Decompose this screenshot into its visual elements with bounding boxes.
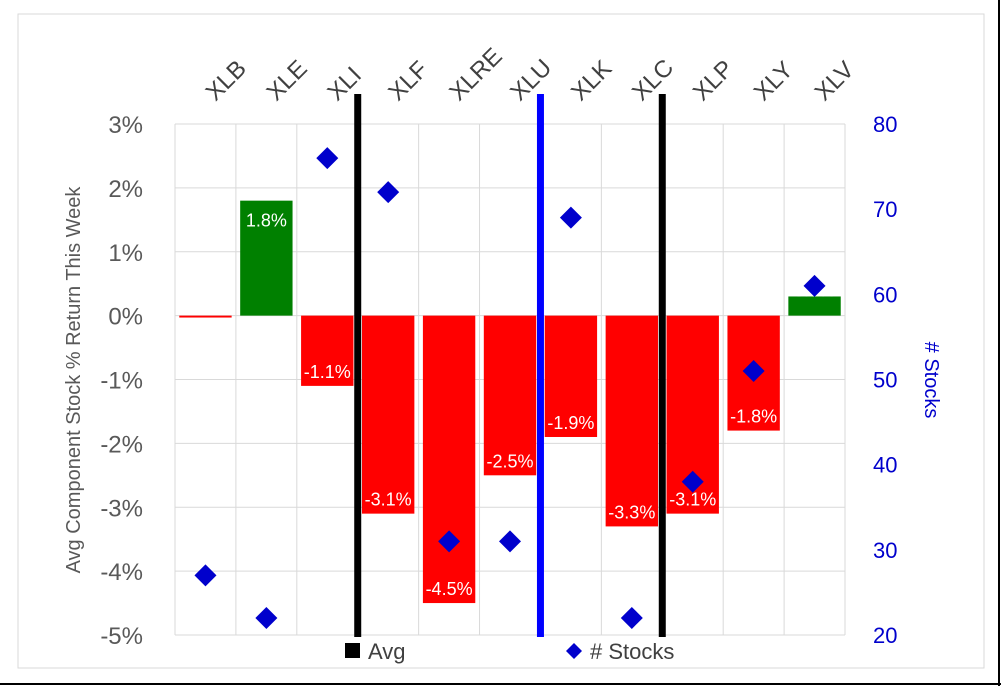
stock-count-diamond-xlf bbox=[377, 181, 400, 204]
y-tick-label: 3% bbox=[108, 112, 143, 139]
stock-count-diamond-xlv bbox=[803, 274, 826, 297]
data-label-xlc: -3.3% bbox=[608, 502, 655, 522]
legend-stocks-label: # Stocks bbox=[590, 639, 674, 664]
data-label-xlu: -2.5% bbox=[486, 451, 533, 471]
y-tick-label: -1% bbox=[100, 368, 143, 395]
y-tick-label: -4% bbox=[100, 559, 143, 586]
data-label-xly: -1.8% bbox=[730, 407, 777, 427]
y-axis-title: Avg Component Stock % Return This Week bbox=[63, 186, 85, 574]
stock-count-diamond-xli bbox=[316, 147, 339, 170]
y-tick-label: 1% bbox=[108, 240, 143, 267]
y-tick-label: -5% bbox=[100, 623, 143, 650]
legend-stocks-diamond-icon bbox=[566, 643, 582, 659]
stock-count-diamond-xlu bbox=[499, 530, 521, 553]
y-tick-label: 0% bbox=[108, 304, 143, 331]
separator-line-2 bbox=[536, 94, 544, 637]
data-label-xlk: -1.9% bbox=[547, 413, 594, 433]
bar-xlc bbox=[605, 315, 659, 527]
data-label-xli: -1.1% bbox=[304, 362, 351, 382]
stock-count-diamond-xly bbox=[742, 359, 765, 382]
stock-count-diamond-xlc bbox=[620, 606, 643, 629]
stock-count-diamond-xlre bbox=[438, 530, 461, 553]
y2-tick-label: 50 bbox=[873, 368, 897, 393]
y2-tick-label: 80 bbox=[873, 112, 897, 137]
separator-layer bbox=[354, 94, 666, 637]
y2-tick-label: 40 bbox=[873, 453, 897, 478]
y2-tick-label: 70 bbox=[873, 197, 897, 222]
bar-xlf bbox=[361, 315, 415, 514]
stock-count-diamond-xlk bbox=[559, 206, 582, 229]
data-label-xlre: -4.5% bbox=[426, 579, 473, 599]
separator-line-1 bbox=[354, 94, 362, 637]
y2-tick-label: 20 bbox=[873, 623, 897, 648]
legend-avg-swatch bbox=[345, 643, 360, 658]
stock-count-diamond-xlb bbox=[194, 564, 217, 587]
bar-xlre bbox=[422, 315, 476, 604]
stock-count-diamond-xlp bbox=[681, 470, 704, 493]
legend: Avg # Stocks bbox=[345, 639, 674, 664]
diamond-layer bbox=[194, 147, 826, 629]
y2-axis-title: # Stocks bbox=[920, 342, 942, 419]
bar-xlu bbox=[483, 315, 537, 476]
separator-line-3 bbox=[658, 94, 666, 637]
bar-xlv bbox=[788, 296, 841, 316]
data-label-xle: 1.8% bbox=[246, 211, 287, 231]
data-label-xlp: -3.1% bbox=[669, 490, 716, 510]
legend-avg-label: Avg bbox=[368, 639, 406, 664]
stock-count-diamond-xle bbox=[255, 606, 278, 629]
y-tick-label: 2% bbox=[108, 176, 143, 203]
y-tick-label: -2% bbox=[100, 431, 143, 458]
bar-xle bbox=[240, 200, 293, 316]
y-tick-label: -3% bbox=[100, 495, 143, 522]
bar-xlk bbox=[544, 315, 598, 437]
y2-tick-label: 30 bbox=[873, 538, 897, 563]
data-label-xlf: -3.1% bbox=[365, 490, 412, 510]
bar-xlb bbox=[179, 315, 232, 318]
bar-xli bbox=[301, 315, 354, 386]
y2-tick-label: 60 bbox=[873, 282, 897, 307]
